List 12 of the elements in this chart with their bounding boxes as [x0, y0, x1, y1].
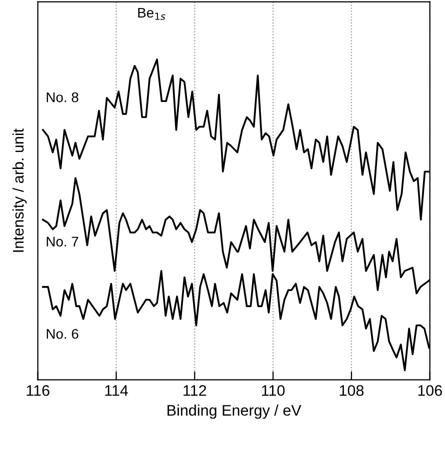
series-label: No. 7 — [46, 236, 78, 247]
x-tick-label: 116 — [26, 385, 50, 396]
series-label: No. 8 — [46, 92, 78, 102]
x-tick-label: 112 — [184, 385, 206, 396]
x-tick-label: 114 — [105, 385, 128, 396]
x-axis-title: Binding Energy / eV — [168, 404, 302, 419]
series-label: No. 6 — [46, 328, 78, 339]
x-tick-label: 106 — [418, 385, 442, 396]
x-tick-label: 108 — [340, 385, 364, 396]
text: Be$_{1s}$ — [138, 8, 166, 20]
x-tick-label: 110 — [262, 385, 285, 396]
y-axis-title: Intensity / arb. unit — [12, 128, 27, 252]
